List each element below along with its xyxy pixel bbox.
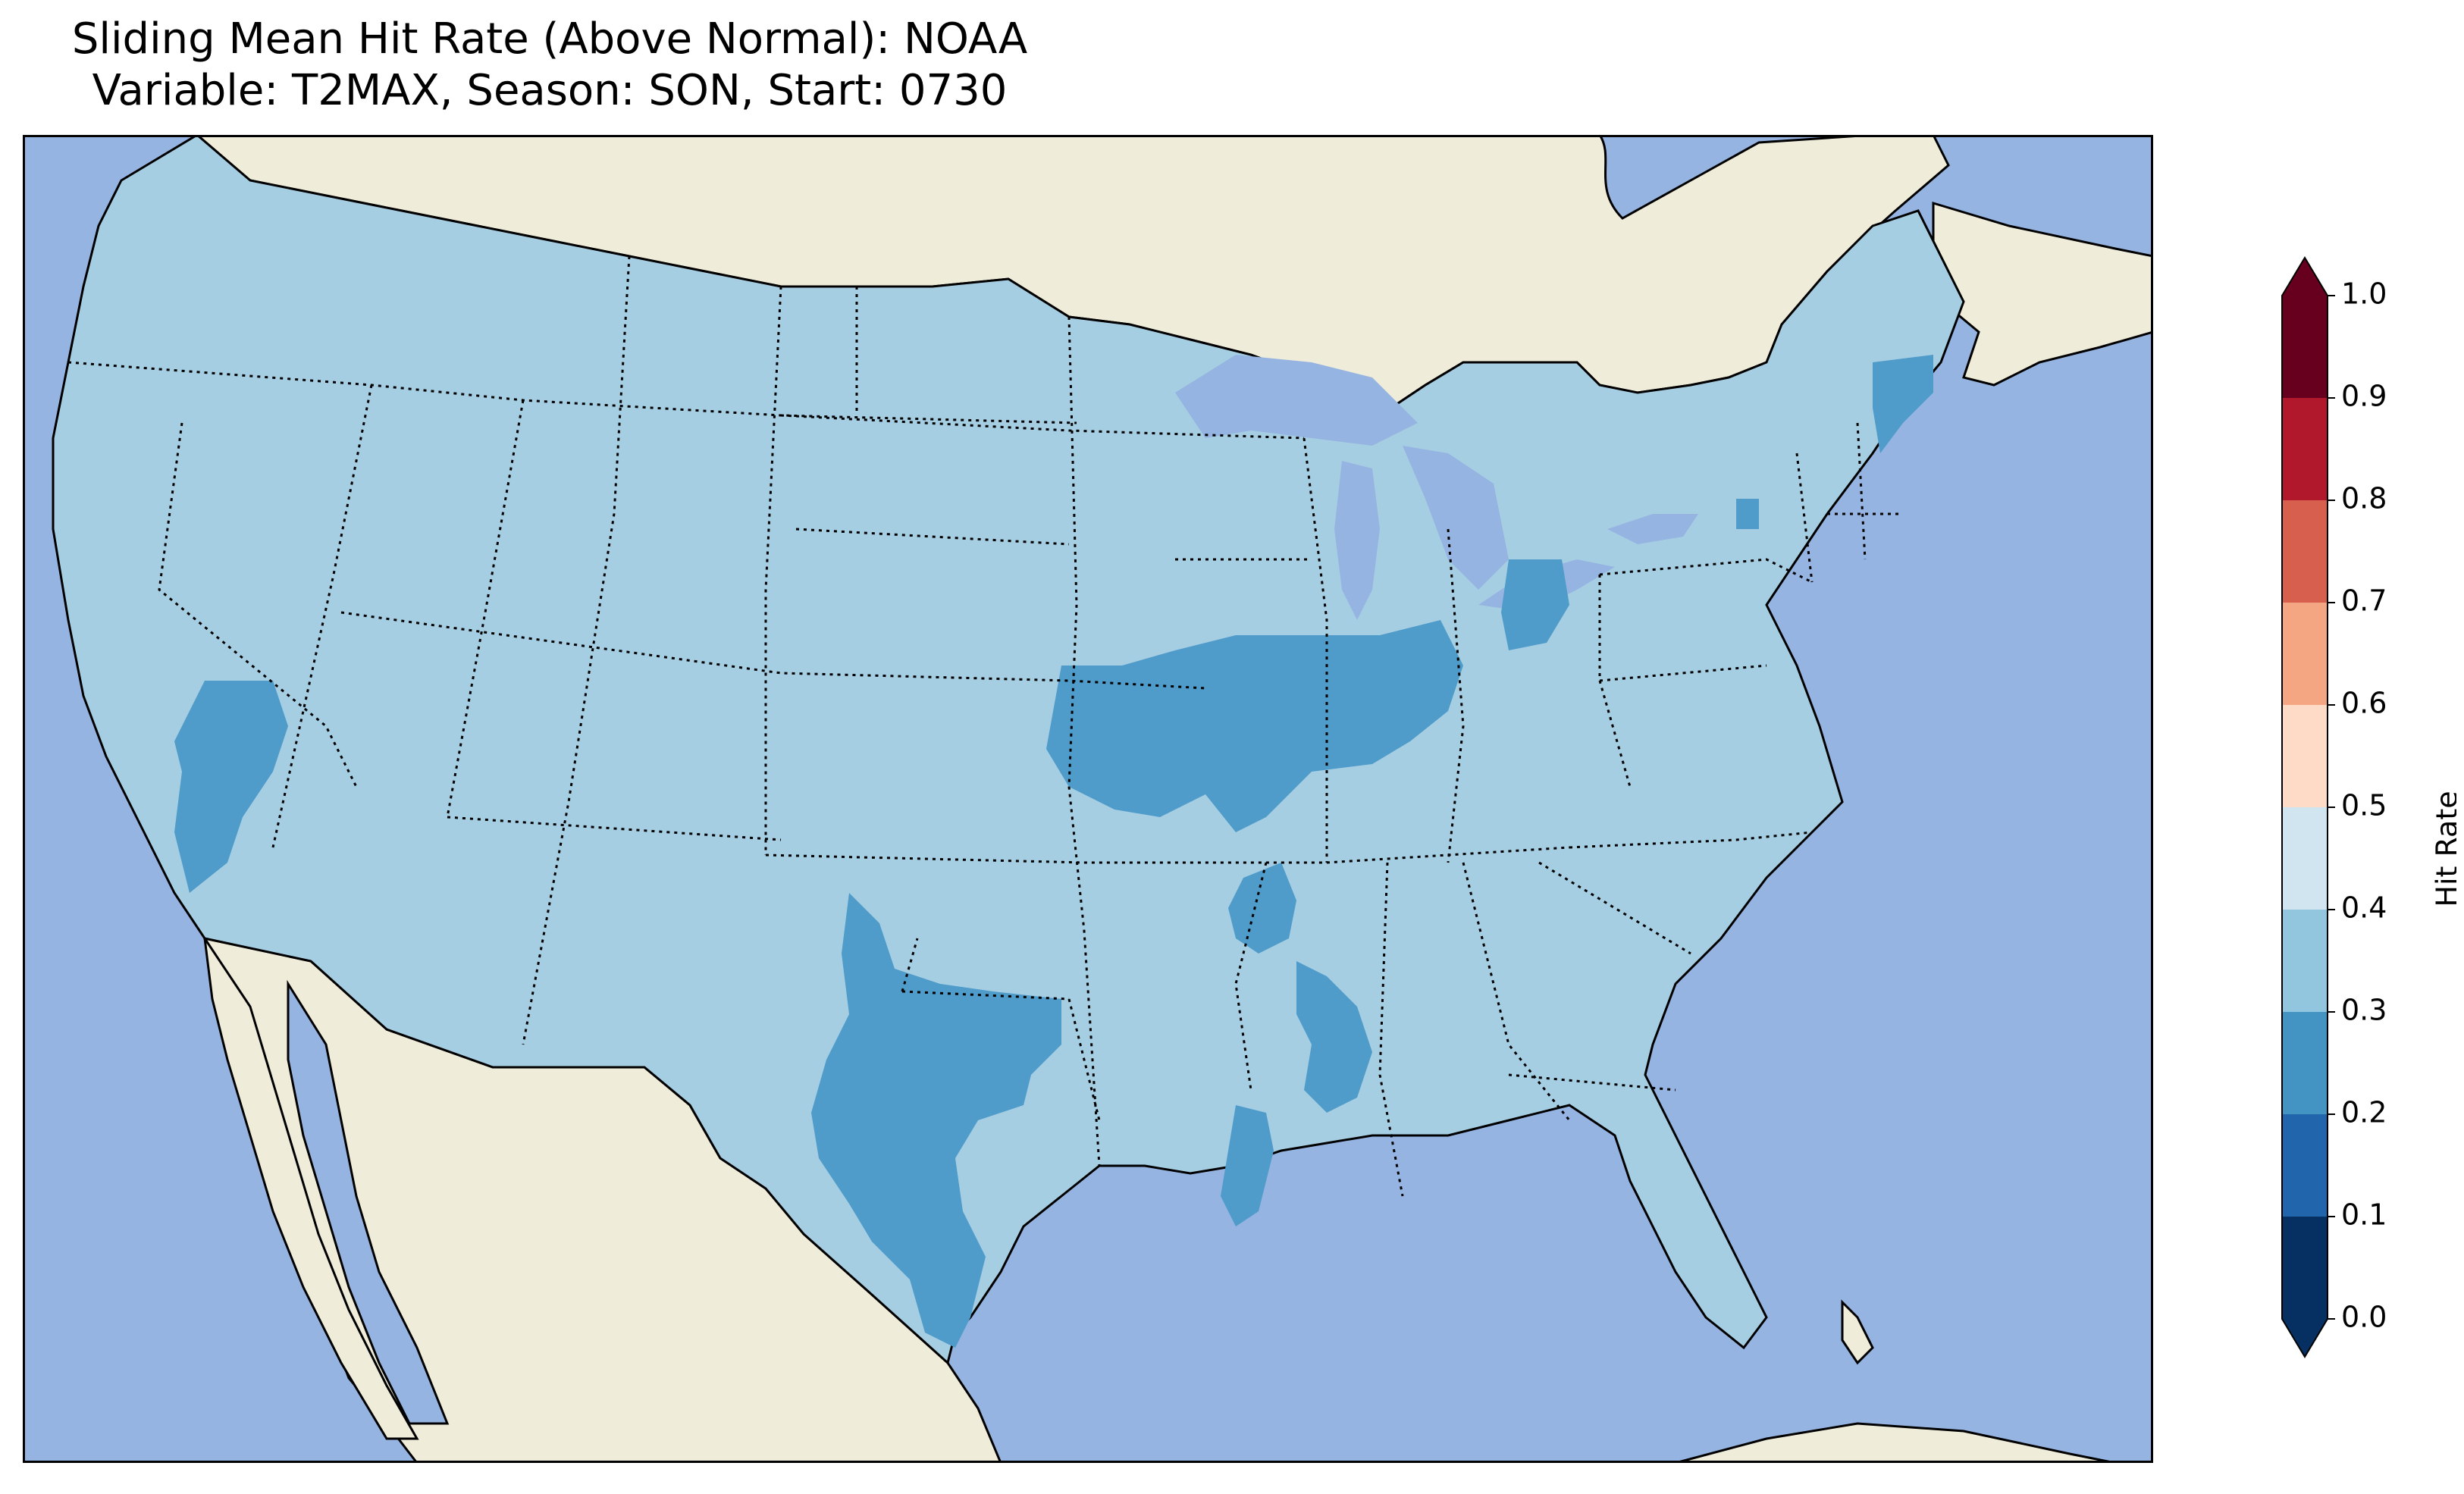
title-line-1: Sliding Mean Hit Rate (Above Normal): NO… [71,14,1028,64]
bahamas-land [1841,1299,1874,1365]
maritime-land [1932,201,2153,387]
region-louisiana [1221,1105,1274,1226]
colorbar-tick-label: 0.2 [2341,1096,2387,1129]
colorbar-tick-label: 0.7 [2341,584,2387,618]
colorbar-band-7 [2282,500,2328,603]
colorbar-band-9 [2282,296,2328,398]
colorbar-extend-max [2282,258,2328,296]
region-arkansas [1228,863,1296,954]
lake-huron [1403,446,1509,590]
colorbar-tick-label: 1.0 [2341,277,2387,311]
map-panel [23,135,2153,1463]
colorbar-tick-label: 0.4 [2341,891,2387,925]
colorbar-band-5 [2282,705,2328,807]
region-texas [811,893,1061,1348]
colorbar-tick-label: 0.8 [2341,482,2387,515]
region-pennsylvania [1736,499,1759,529]
colorbar: 0.0 0.1 0.2 0.3 0.4 0.5 0.6 0.7 0.8 0.9 1.0 Hit Ra… [2281,256,2457,1358]
colorbar-bands [2281,256,2328,1358]
map-title: Sliding Mean Hit Rate (Above Normal): NO… [0,14,1099,117]
colorbar-band-6 [2282,603,2328,705]
lake-superior [1175,355,1418,446]
region-ohio [1501,559,1569,650]
map-frame [23,135,2153,1463]
colorbar-band-4 [2282,807,2328,910]
colorbar-tick-label: 0.5 [2341,789,2387,822]
colorbar-band-2 [2282,1012,2328,1114]
colorbar-ticks: 0.0 0.1 0.2 0.3 0.4 0.5 0.6 0.7 0.8 0.9 1.0 [2328,277,2387,1334]
colorbar-tick-label: 0.1 [2341,1198,2387,1232]
colorbar-tick-label: 0.9 [2341,380,2387,413]
lake-michigan [1334,461,1380,620]
colorbar-tick-label: 0.0 [2341,1301,2387,1334]
title-line-2: Variable: T2MAX, Season: SON, Start: 073… [92,66,1008,115]
gulf-of-california [287,979,450,1425]
colorbar-tick-label: 0.6 [2341,687,2387,720]
colorbar-band-8 [2282,398,2328,500]
colorbar-band-1 [2282,1114,2328,1217]
baja-peninsula [203,938,419,1440]
colorbar-extend-min [2282,1319,2328,1357]
state-borders [67,255,1903,1197]
colorbar-band-0 [2282,1217,2328,1319]
region-maine [1873,355,1933,453]
region-california [174,681,288,893]
lake-ontario [1607,514,1698,544]
region-mississippi [1296,961,1372,1113]
colorbar-tick-label: 0.3 [2341,994,2387,1027]
region-midwest [1046,620,1463,832]
colorbar-label: Hit Rate [2431,791,2457,907]
colorbar-band-3 [2282,910,2328,1012]
cuba-land [1675,1422,2116,1463]
